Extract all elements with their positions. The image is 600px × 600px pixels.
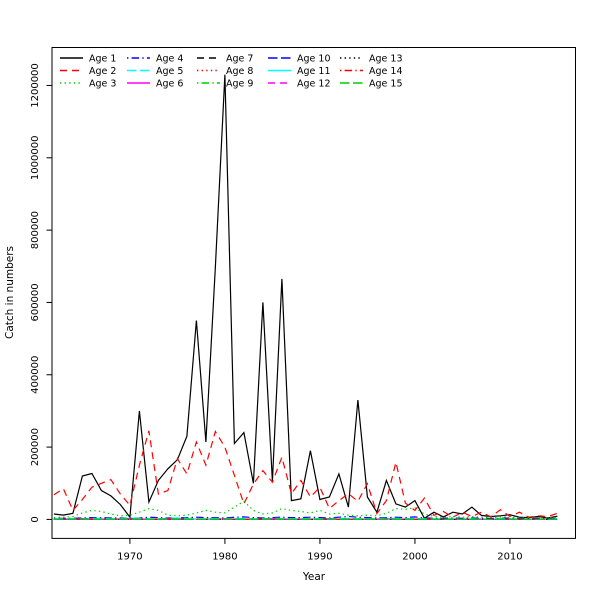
- legend-entry-age-9: Age 9: [197, 79, 253, 90]
- legend-entry-age-12: Age 12: [268, 79, 330, 90]
- legend-label: Age 2: [89, 66, 116, 77]
- legend-entry-age-13: Age 13: [340, 54, 402, 65]
- legend-entry-age-10: Age 10: [268, 54, 330, 65]
- legend-entry-age-5: Age 5: [127, 66, 183, 77]
- legend-label: Age 5: [156, 66, 183, 77]
- y-tick-label: 400000: [30, 356, 41, 394]
- legend-label: Age 8: [226, 66, 253, 77]
- legend-entry-age-14: Age 14: [340, 66, 402, 77]
- legend-label: Age 7: [226, 54, 253, 65]
- x-tick-label: 1990: [307, 551, 332, 562]
- x-tick-label: 2000: [402, 551, 427, 562]
- legend-entry-age-8: Age 8: [197, 66, 253, 77]
- legend-entry-age-3: Age 3: [60, 79, 116, 90]
- legend-label: Age 9: [226, 79, 253, 90]
- y-tick-label: 200000: [30, 428, 41, 466]
- series-line-age-1: [53, 74, 558, 520]
- legend-entry-age-15: Age 15: [340, 79, 402, 90]
- y-tick-label: 0: [30, 516, 41, 522]
- y-tick-label: 600000: [30, 283, 41, 321]
- x-tick-label: 1980: [212, 551, 237, 562]
- legend-label: Age 10: [297, 54, 330, 65]
- legend-entry-age-2: Age 2: [60, 66, 116, 77]
- y-axis-title: Catch in numbers: [4, 246, 16, 340]
- legend-label: Age 13: [369, 54, 402, 65]
- plot-border: [51, 47, 576, 539]
- y-tick-label: 800000: [30, 211, 41, 249]
- x-tick-label: 2010: [497, 551, 522, 562]
- series-line-age-3: [53, 500, 558, 519]
- legend-label: Age 11: [297, 66, 330, 77]
- legend-label: Age 6: [156, 79, 183, 90]
- y-tick-label: 1000000: [30, 136, 41, 181]
- legend-entry-age-7: Age 7: [197, 54, 253, 65]
- y-tick-label: 1200000: [30, 63, 41, 108]
- legend-entry-age-4: Age 4: [127, 54, 183, 65]
- legend-label: Age 3: [89, 79, 116, 90]
- legend-label: Age 15: [369, 79, 402, 90]
- legend-entry-age-6: Age 6: [127, 79, 183, 90]
- x-axis-title: Year: [302, 571, 326, 583]
- legend-label: Age 1: [89, 54, 116, 65]
- x-tick-label: 1970: [117, 551, 142, 562]
- legend-label: Age 12: [297, 79, 330, 90]
- legend-entry-age-1: Age 1: [60, 54, 116, 65]
- legend-label: Age 14: [369, 66, 402, 77]
- legend-entry-age-11: Age 11: [268, 66, 330, 77]
- legend-label: Age 4: [156, 54, 183, 65]
